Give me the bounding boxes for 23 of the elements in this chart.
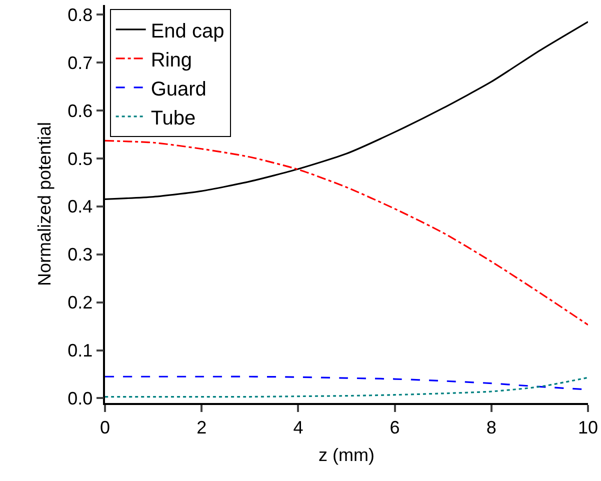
x-tick-label: 8 — [486, 417, 496, 438]
x-tick-label: 6 — [390, 417, 400, 438]
y-tick-label: 0.7 — [68, 52, 93, 73]
y-tick-label: 0.3 — [68, 244, 93, 265]
legend-label: Guard — [150, 78, 206, 100]
legend-label: Tube — [150, 107, 196, 130]
x-tick-label: 0 — [100, 417, 110, 438]
y-tick-label: 0.4 — [68, 196, 93, 217]
y-tick-label: 0.5 — [68, 148, 93, 169]
line-series — [105, 140, 588, 326]
legend-label: End cap — [150, 20, 224, 42]
y-tick-label: 0.0 — [68, 388, 93, 408]
y-axis-title: Normalized potential — [34, 122, 54, 286]
y-tick-label: 0.6 — [68, 100, 93, 121]
y-tick-label: 0.1 — [68, 340, 93, 361]
y-tick-label: 0.2 — [68, 292, 93, 313]
x-tick-label: 2 — [196, 417, 207, 438]
y-tick-label: 0.8 — [68, 4, 93, 25]
line-series — [105, 376, 588, 398]
x-tick-label: 10 — [578, 417, 598, 438]
x-tick-label: 4 — [293, 417, 304, 438]
legend-label: Ring — [150, 49, 192, 72]
x-axis-title: z (mm) — [318, 444, 374, 465]
